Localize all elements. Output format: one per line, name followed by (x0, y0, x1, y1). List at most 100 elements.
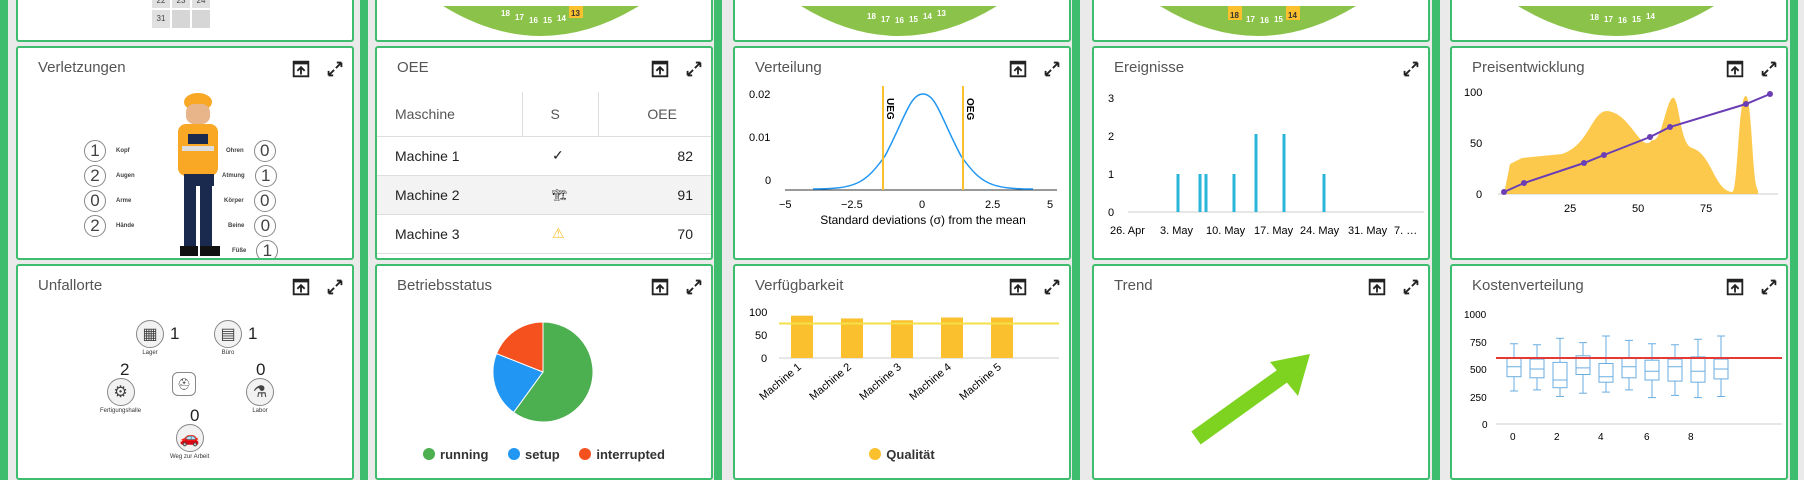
open-in-new-icon[interactable] (290, 58, 312, 80)
svg-text:13: 13 (937, 9, 946, 18)
pie-slice-setup[interactable] (492, 352, 544, 414)
betriebsstatus-card: Betriebsstatus running setup interrupted (375, 264, 713, 480)
preis-card: Preisentwicklung 100 50 0 25 50 75 (1450, 46, 1788, 260)
events-chart: 3 2 1 0 26. Apr 3. May 10. May 17. May 2… (1108, 93, 1424, 237)
box-9[interactable] (1713, 335, 1729, 397)
bar-machine-2[interactable] (841, 318, 863, 358)
legend-item-setup[interactable]: setup (508, 447, 560, 462)
location-weg-zur-arbeit[interactable]: 0 🚗 Weg zur Arbeit (170, 406, 210, 460)
calendar-card: 22 23 24 31 (16, 0, 354, 42)
open-in-new-icon[interactable] (1366, 276, 1388, 298)
box-0[interactable] (1506, 343, 1522, 392)
oee-value: 70 (598, 214, 711, 254)
box-7[interactable] (1667, 344, 1683, 396)
card-title: Betriebsstatus (397, 277, 493, 294)
gauge-card-3: 18 17 16 15 14 (1092, 0, 1430, 42)
bar-machine-1[interactable] (791, 315, 813, 358)
gauge-card-1: 18 17 16 15 14 13 (375, 0, 713, 42)
box-6[interactable] (1644, 343, 1660, 399)
fullscreen-icon[interactable] (1400, 276, 1422, 298)
svg-text:17: 17 (1604, 15, 1613, 24)
location-lager[interactable]: ▦ Lager 1 (136, 320, 179, 356)
svg-text:3. May: 3. May (1160, 225, 1194, 237)
fullscreen-icon[interactable] (1758, 58, 1780, 80)
open-in-new-icon[interactable] (649, 276, 671, 298)
fullscreen-icon[interactable] (1041, 276, 1063, 298)
card-title: Kostenverteilung (1472, 277, 1584, 294)
svg-text:7. …: 7. … (1394, 225, 1417, 237)
pie-slice-interrupted[interactable] (495, 321, 544, 373)
calendar-day[interactable]: 22 (152, 0, 170, 8)
oee-table: Maschine S OEE Machine 1 ✓ 82 Machine 2 … (377, 92, 711, 254)
svg-text:26. Apr: 26. Apr (1110, 225, 1145, 237)
fullscreen-icon[interactable] (324, 276, 346, 298)
box-4[interactable] (1598, 335, 1614, 393)
svg-text:17. May: 17. May (1254, 225, 1294, 237)
oee-value: 82 (598, 136, 711, 176)
table-row[interactable]: Machine 2 🏗 91 (377, 175, 711, 215)
legend-item-running[interactable]: running (423, 447, 488, 462)
pie-slice-running[interactable] (512, 321, 594, 423)
calendar-day[interactable]: 23 (172, 0, 190, 8)
svg-text:17: 17 (1246, 15, 1255, 24)
body-part-fuesse: Füße 1 (232, 240, 279, 258)
body-part-augen: 2 Augen (84, 165, 135, 187)
open-in-new-icon[interactable] (290, 276, 312, 298)
box-5[interactable] (1621, 339, 1637, 391)
svg-text:100: 100 (1464, 87, 1482, 99)
open-in-new-icon[interactable] (1724, 276, 1746, 298)
calendar-day[interactable]: 24 (192, 0, 210, 8)
cost-boxplot: 1000 750 500 250 0 0 2 4 6 8 (1464, 310, 1782, 443)
card-title: Verletzungen (38, 59, 126, 76)
svg-text:14: 14 (1646, 12, 1655, 21)
calendar-day[interactable]: 31 (152, 10, 170, 28)
fullscreen-icon[interactable] (683, 58, 705, 80)
box-2[interactable] (1552, 337, 1568, 397)
status-pie-chart (492, 321, 594, 423)
svg-text:18: 18 (1590, 13, 1599, 22)
fullscreen-icon[interactable] (324, 58, 346, 80)
svg-text:15: 15 (1632, 15, 1641, 24)
box-8[interactable] (1690, 338, 1706, 399)
svg-text:OEG: OEG (964, 98, 975, 120)
svg-text:6: 6 (1644, 432, 1650, 443)
svg-text:17: 17 (515, 13, 524, 22)
fullscreen-icon[interactable] (1758, 276, 1780, 298)
bar-machine-3[interactable] (891, 320, 913, 358)
box-1[interactable] (1529, 344, 1545, 391)
flask-icon: ⚗ (246, 378, 274, 406)
table-row[interactable]: Machine 3 ⚠ 70 (377, 214, 711, 254)
location-fertigungshalle[interactable]: 2 ⚙ Fertigungshalle (100, 360, 142, 414)
fullscreen-icon[interactable] (683, 276, 705, 298)
trend-card: Trend (1092, 264, 1430, 480)
x-tick-label: Machine 5 (957, 361, 1004, 403)
card-title: Verfügbarkeit (755, 277, 844, 294)
kosten-card: Kostenverteilung 1000 750 500 250 0 0 2 … (1450, 264, 1788, 480)
fullscreen-icon[interactable] (1041, 58, 1063, 80)
svg-text:31. May: 31. May (1348, 225, 1388, 237)
status-icon: 🏗 (522, 175, 598, 215)
distribution-chart: 0.02 0.01 0 UEG OEG −5 −2.5 0 2.5 5 Stan… (749, 86, 1057, 227)
fullscreen-icon[interactable] (1400, 58, 1422, 80)
svg-text:2.5: 2.5 (985, 199, 1000, 211)
legend-item-qualitaet[interactable]: Qualität (869, 447, 935, 462)
location-labor[interactable]: 0 ⚗ Labor (246, 360, 274, 414)
table-row[interactable]: Machine 1 ✓ 82 (377, 136, 711, 176)
legend-item-interrupted[interactable]: interrupted (579, 447, 665, 462)
column-header-status[interactable]: S (522, 92, 599, 137)
bar-machine-4[interactable] (941, 317, 963, 358)
column-header-machine[interactable]: Maschine (377, 92, 523, 137)
gauge-card-2: 18 17 16 15 14 13 (733, 0, 1071, 42)
column-header-oee[interactable]: OEE (598, 92, 711, 137)
bar-machine-5[interactable] (991, 317, 1013, 358)
availability-bar-chart: 100 50 0 Machine 1 Machine 2 Machine 3 Mach… (749, 307, 1059, 403)
svg-text:10. May: 10. May (1206, 225, 1246, 237)
box-3[interactable] (1575, 342, 1591, 394)
svg-text:15: 15 (1274, 15, 1283, 24)
open-in-new-icon[interactable] (649, 58, 671, 80)
open-in-new-icon[interactable] (1007, 58, 1029, 80)
open-in-new-icon[interactable] (1724, 58, 1746, 80)
location-buero[interactable]: ▤ Büro 1 (214, 320, 257, 356)
open-in-new-icon[interactable] (1007, 276, 1029, 298)
body-part-beine: Beine 0 (228, 215, 277, 237)
